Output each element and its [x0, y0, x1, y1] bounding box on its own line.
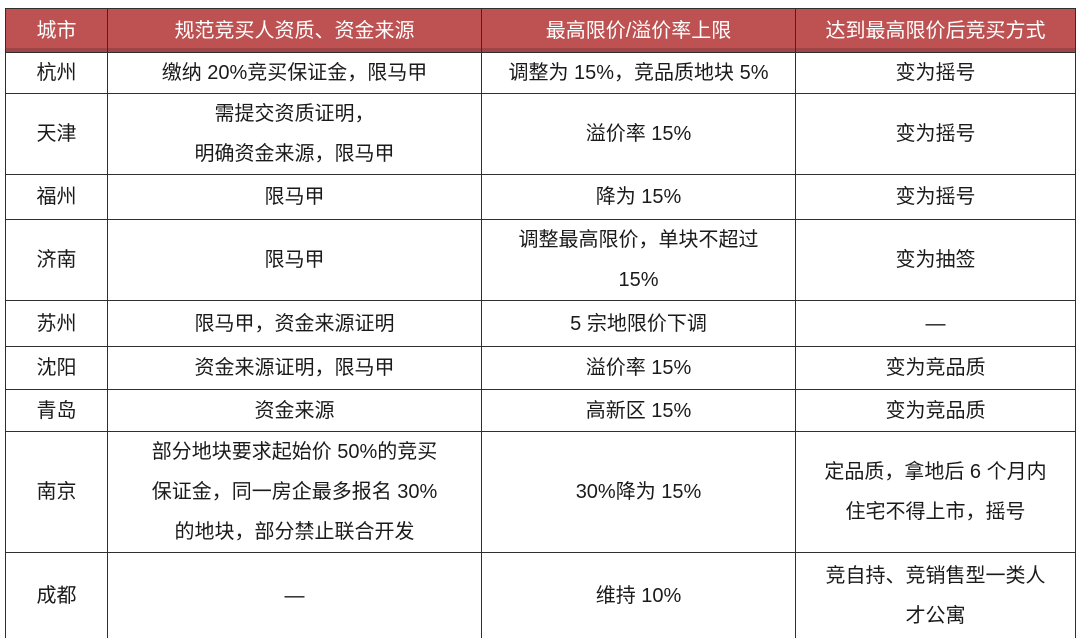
bid-method-cell: 竞自持、竞销售型一类人 才公寓	[795, 552, 1076, 638]
city-cell: 南京	[5, 431, 108, 553]
table-row-suzhou: 苏州 限马甲，资金来源证明 5 宗地限价下调 —	[5, 300, 1076, 347]
table-row-qingdao: 青岛 资金来源 高新区 15% 变为竞品质	[5, 389, 1076, 432]
qualification-cell: —	[107, 552, 482, 638]
city-cell: 苏州	[5, 300, 108, 347]
city-cell: 济南	[5, 219, 108, 301]
city-cell: 杭州	[5, 52, 108, 94]
table-row-chengdu: 成都 — 维持 10% 竞自持、竞销售型一类人 才公寓	[5, 552, 1076, 638]
bid-method-cell: —	[795, 300, 1076, 347]
bid-method-cell: 变为摇号	[795, 93, 1076, 175]
price-limit-cell: 维持 10%	[481, 552, 796, 638]
qualification-cell: 限马甲，资金来源证明	[107, 300, 482, 347]
header-row: 城市 规范竞买人资质、资金来源 最高限价/溢价率上限 达到最高限价后竞买方式	[5, 8, 1076, 53]
city-cell: 天津	[5, 93, 108, 175]
bid-method-cell: 变为抽签	[795, 219, 1076, 301]
bid-method-cell: 变为竞品质	[795, 346, 1076, 390]
table-row-nanjing: 南京 部分地块要求起始价 50%的竞买 保证金，同一房企最多报名 30% 的地块…	[5, 431, 1076, 553]
price-limit-cell: 调整最高限价，单块不超过 15%	[481, 219, 796, 301]
table-row-hangzhou: 杭州 缴纳 20%竞买保证金，限马甲 调整为 15%，竞品质地块 5% 变为摇号	[5, 52, 1076, 94]
col-header-qualification: 规范竞买人资质、资金来源	[107, 8, 482, 53]
price-limit-cell: 溢价率 15%	[481, 346, 796, 390]
price-limit-cell: 高新区 15%	[481, 389, 796, 432]
bid-method-cell: 变为摇号	[795, 174, 1076, 220]
price-limit-cell: 溢价率 15%	[481, 93, 796, 175]
qualification-cell: 限马甲	[107, 219, 482, 301]
table-row-jinan: 济南 限马甲 调整最高限价，单块不超过 15% 变为抽签	[5, 219, 1076, 301]
table-row-fuzhou: 福州 限马甲 降为 15% 变为摇号	[5, 174, 1076, 220]
qualification-cell: 部分地块要求起始价 50%的竞买 保证金，同一房企最多报名 30% 的地块，部分…	[107, 431, 482, 553]
qualification-cell: 缴纳 20%竞买保证金，限马甲	[107, 52, 482, 94]
table-row-tianjin: 天津 需提交资质证明， 明确资金来源，限马甲 溢价率 15% 变为摇号	[5, 93, 1076, 175]
price-limit-cell: 降为 15%	[481, 174, 796, 220]
bid-method-cell: 变为竞品质	[795, 389, 1076, 432]
col-header-city: 城市	[5, 8, 108, 53]
qualification-cell: 限马甲	[107, 174, 482, 220]
city-cell: 沈阳	[5, 346, 108, 390]
price-limit-cell: 5 宗地限价下调	[481, 300, 796, 347]
city-policy-table: 城市 规范竞买人资质、资金来源 最高限价/溢价率上限 达到最高限价后竞买方式 杭…	[5, 8, 1076, 638]
qualification-cell: 资金来源	[107, 389, 482, 432]
price-limit-cell: 调整为 15%，竞品质地块 5%	[481, 52, 796, 94]
col-header-price-limit: 最高限价/溢价率上限	[481, 8, 796, 53]
qualification-cell: 资金来源证明，限马甲	[107, 346, 482, 390]
city-cell: 成都	[5, 552, 108, 638]
price-limit-cell: 30%降为 15%	[481, 431, 796, 553]
city-cell: 青岛	[5, 389, 108, 432]
qualification-cell: 需提交资质证明， 明确资金来源，限马甲	[107, 93, 482, 175]
bid-method-cell: 变为摇号	[795, 52, 1076, 94]
bid-method-cell: 定品质，拿地后 6 个月内 住宅不得上市，摇号	[795, 431, 1076, 553]
col-header-bid-method: 达到最高限价后竞买方式	[795, 8, 1076, 53]
table-row-shenyang: 沈阳 资金来源证明，限马甲 溢价率 15% 变为竞品质	[5, 346, 1076, 390]
city-cell: 福州	[5, 174, 108, 220]
